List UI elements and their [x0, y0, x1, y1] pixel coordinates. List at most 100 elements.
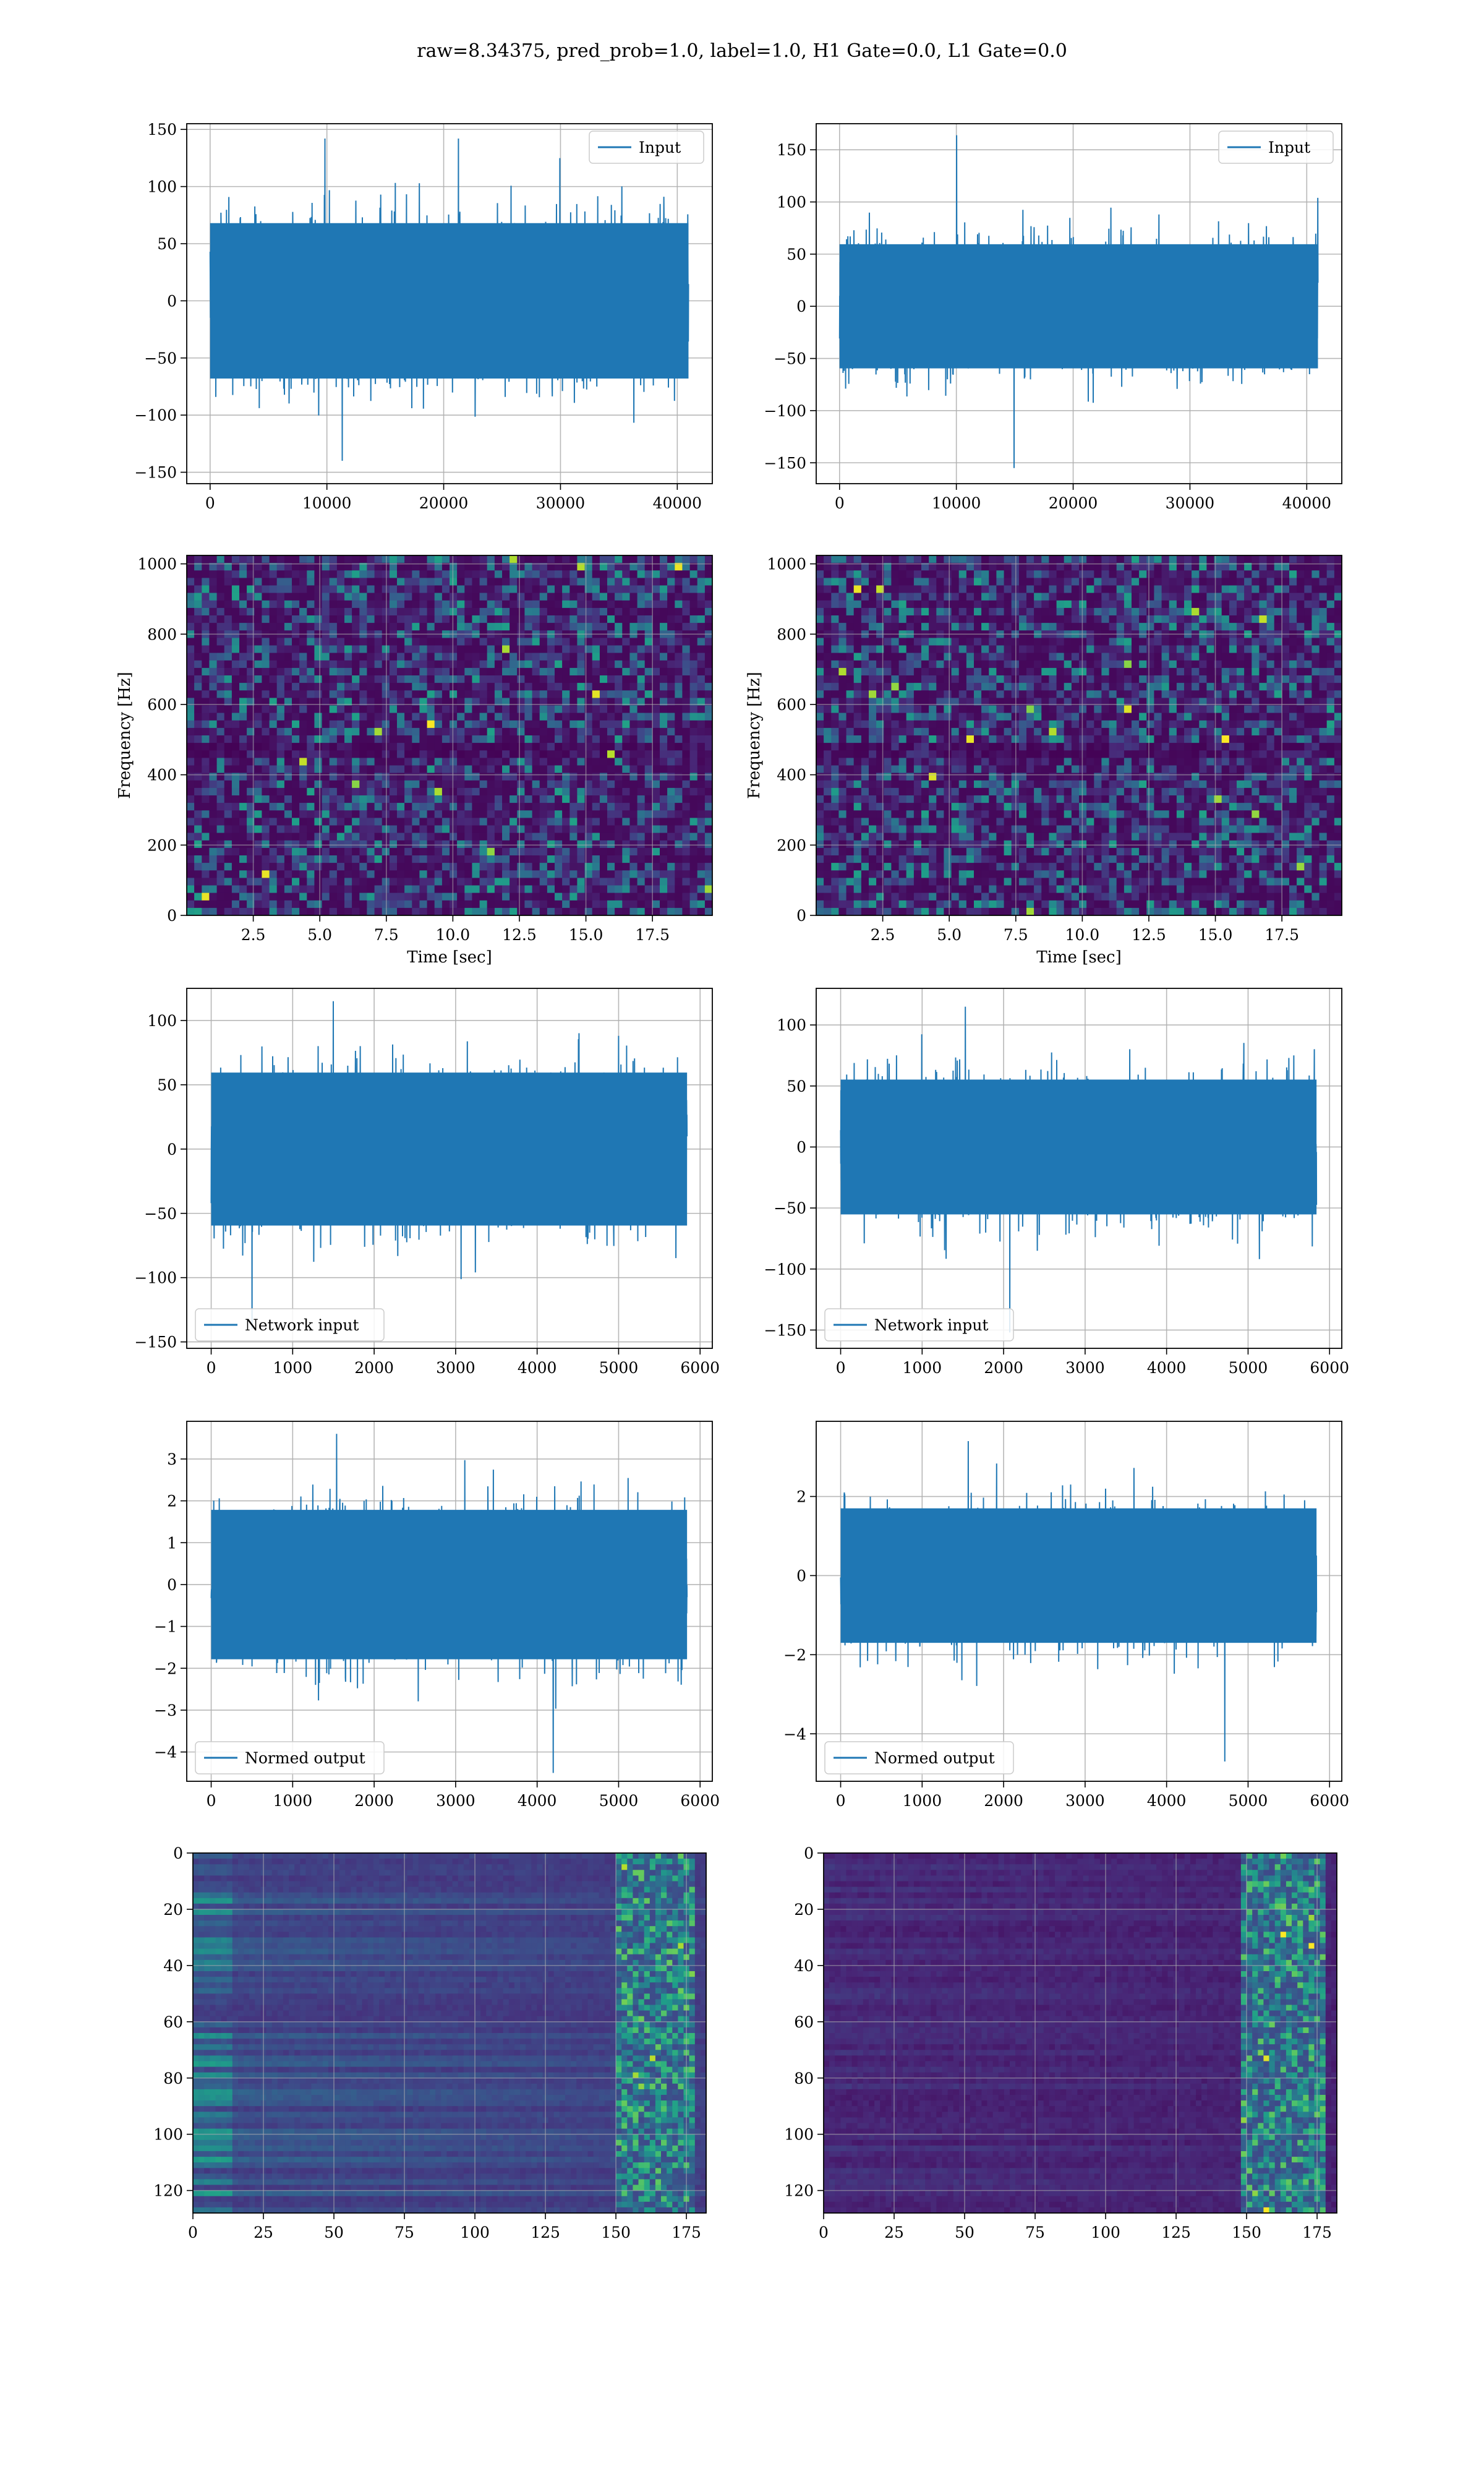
heatmap-cell	[846, 690, 855, 698]
heatmap-cell	[599, 675, 608, 683]
y-tick-label: 0	[167, 292, 177, 310]
heatmap-cell	[1041, 743, 1049, 751]
heatmap-cell	[637, 818, 646, 826]
heatmap-cell	[494, 705, 503, 714]
heatmap-cell	[974, 863, 982, 871]
heatmap-cell	[434, 892, 443, 901]
heatmap-cell	[562, 878, 570, 886]
heatmap-cell	[547, 900, 555, 909]
heatmap-cell	[374, 743, 383, 751]
heatmap-cell	[419, 615, 428, 623]
heatmap-cell	[876, 698, 884, 706]
heatmap-cell	[389, 847, 398, 856]
heatmap-cell	[434, 660, 443, 669]
heatmap-cell	[637, 638, 646, 646]
heatmap-cell	[615, 795, 623, 803]
heatmap-cell	[974, 653, 982, 661]
heatmap-cell	[891, 833, 900, 841]
heatmap-cell	[869, 787, 877, 796]
heatmap-cell	[891, 870, 900, 878]
heatmap-cell	[441, 623, 450, 631]
heatmap-cell	[884, 847, 892, 856]
heatmap-cell	[419, 623, 428, 631]
heatmap-cell	[1041, 773, 1049, 781]
heatmap-cell	[532, 563, 540, 571]
heatmap-cell	[1034, 765, 1042, 774]
heatmap-cell	[1004, 765, 1012, 774]
heatmap-cell	[660, 780, 668, 789]
heatmap-cell	[660, 593, 668, 601]
heatmap-cell	[996, 727, 1005, 736]
heatmap-cell	[479, 840, 488, 849]
heatmap-cell	[1004, 795, 1012, 803]
heatmap-cell	[944, 907, 952, 915]
heatmap-cell	[292, 855, 300, 863]
heatmap-cell	[374, 690, 383, 698]
x-tick-label: 40000	[653, 494, 702, 512]
heatmap-cell	[944, 585, 952, 594]
heatmap-cell	[547, 593, 555, 601]
heatmap-cell	[322, 705, 330, 714]
heatmap-cell	[517, 795, 525, 803]
heatmap-cell	[539, 795, 548, 803]
heatmap-cell	[434, 555, 443, 563]
heatmap-cell	[216, 675, 225, 683]
heatmap-cell	[254, 810, 262, 818]
heatmap-cell	[329, 667, 338, 676]
heatmap-cell	[853, 870, 862, 878]
heatmap-cell	[524, 720, 533, 729]
heatmap-cell	[704, 720, 712, 729]
heatmap-cell	[584, 653, 593, 661]
heatmap-cell	[247, 667, 255, 676]
heatmap-cell	[479, 878, 488, 886]
heatmap-cell	[441, 690, 450, 698]
heatmap-cell	[299, 713, 307, 721]
heatmap-cell	[929, 818, 937, 826]
heatmap-cell	[209, 773, 218, 781]
heatmap-cell	[615, 713, 623, 721]
heatmap-cell	[299, 833, 307, 841]
heatmap-cell	[667, 818, 675, 826]
heatmap-cell	[329, 555, 338, 563]
heatmap-cell	[239, 878, 247, 886]
heatmap-cell	[216, 765, 225, 774]
heatmap-cell	[224, 878, 232, 886]
heatmap-cell	[1049, 623, 1057, 631]
heatmap-cell	[322, 840, 330, 849]
heatmap-cell	[457, 660, 465, 669]
heatmap-cell	[464, 667, 472, 676]
heatmap-cell	[592, 563, 600, 571]
heatmap-cell	[307, 683, 315, 691]
heatmap-cell	[1026, 750, 1034, 758]
heatmap-cell	[269, 690, 278, 698]
x-tick-label: 15.0	[569, 926, 603, 944]
heatmap-cell	[816, 840, 824, 849]
heatmap-cell	[555, 585, 563, 594]
heatmap-cell	[389, 675, 398, 683]
heatmap-cell	[269, 607, 278, 616]
heatmap-cell	[1034, 578, 1042, 586]
heatmap-cell	[913, 563, 922, 571]
heatmap-cell	[404, 615, 412, 623]
heatmap-cell	[906, 773, 915, 781]
heatmap-cell	[644, 900, 653, 909]
heatmap-cell	[936, 653, 944, 661]
heatmap-cell	[697, 758, 706, 766]
heatmap-cell	[187, 585, 195, 594]
heatmap-cell	[336, 840, 345, 849]
heatmap-cell	[846, 825, 855, 834]
heatmap-cell	[479, 653, 488, 661]
heatmap-cell	[622, 833, 630, 841]
heatmap-cell	[329, 750, 338, 758]
heatmap-cell	[667, 787, 675, 796]
heatmap-cell	[539, 698, 548, 706]
heatmap-cell	[921, 840, 929, 849]
heatmap-cell	[831, 765, 839, 774]
heatmap-cell	[584, 705, 593, 714]
heatmap-cell	[629, 787, 638, 796]
heatmap-cell	[838, 623, 847, 631]
heatmap-cell	[502, 758, 510, 766]
heatmap-cell	[966, 705, 974, 714]
heatmap-cell	[644, 713, 653, 721]
heatmap-cell	[689, 892, 698, 901]
